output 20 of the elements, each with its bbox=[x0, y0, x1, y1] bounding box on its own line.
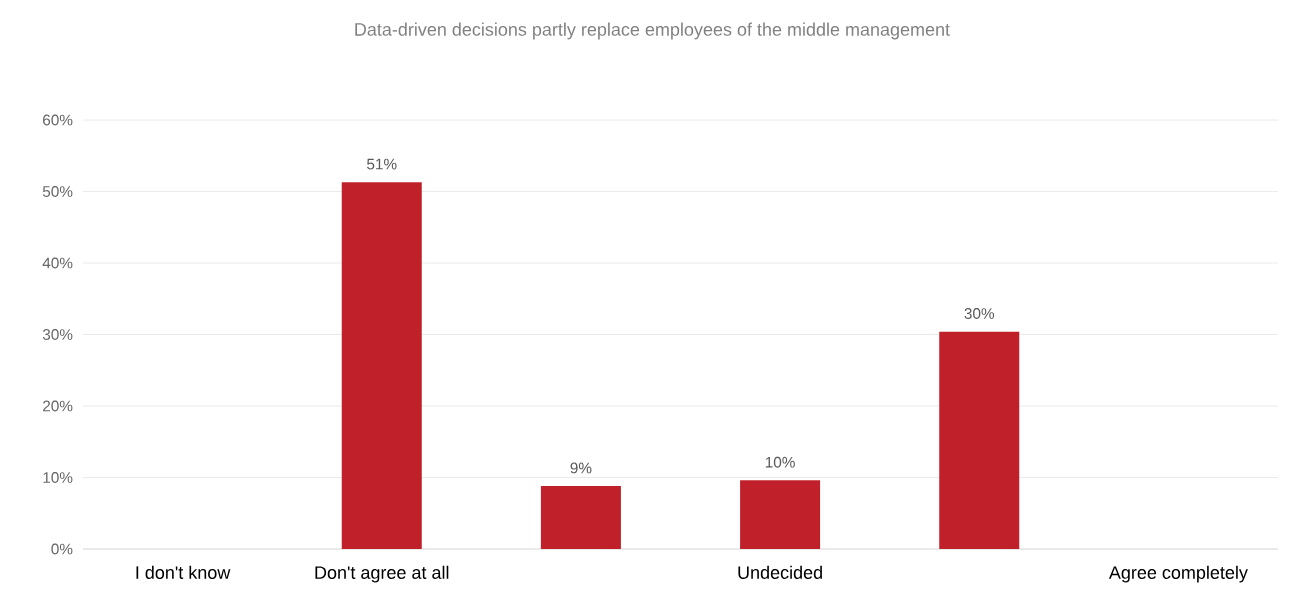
y-tick-label: 50% bbox=[42, 186, 73, 197]
y-tick-label: 60% bbox=[43, 114, 73, 126]
bar bbox=[939, 331, 1020, 549]
x-tick-label: Undecided bbox=[738, 565, 822, 579]
x-tick-label: Agree completely bbox=[1108, 565, 1248, 583]
x-tick-label: Don't agree at all bbox=[315, 565, 449, 583]
y-tick-label: 40% bbox=[42, 257, 73, 269]
data-label: 9% bbox=[570, 462, 592, 474]
chart-title: Data-driven decisions partly replace employees of the middle management bbox=[355, 22, 950, 40]
y-tick-label: 30% bbox=[42, 329, 73, 340]
bar bbox=[540, 486, 621, 549]
bar bbox=[740, 480, 821, 549]
x-tick-label: I don't know bbox=[136, 565, 231, 579]
data-label: 30% bbox=[964, 308, 995, 319]
y-tick-label: 0% bbox=[51, 543, 73, 555]
y-tick-label: 10% bbox=[43, 472, 73, 483]
bar bbox=[341, 182, 422, 549]
y-tick-label: 20% bbox=[43, 400, 73, 412]
data-label: 51% bbox=[367, 158, 397, 170]
data-label: 10% bbox=[765, 456, 795, 468]
